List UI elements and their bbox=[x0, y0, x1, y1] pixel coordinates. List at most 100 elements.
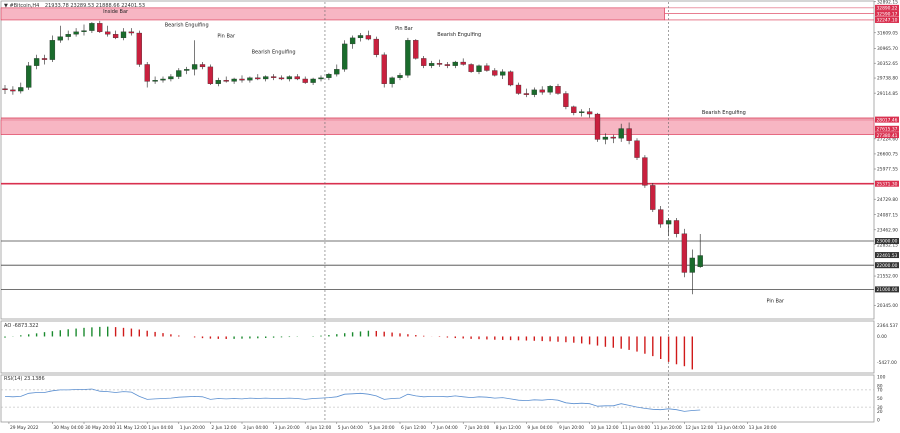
rsi-tick-label: 80 bbox=[877, 383, 883, 389]
candle bbox=[610, 134, 616, 144]
bearish-candle-body bbox=[515, 84, 522, 94]
price-tag-label: 27615.37 bbox=[877, 127, 898, 133]
candle bbox=[302, 76, 308, 84]
time-tick-label: 6 Jun 12:00 bbox=[401, 425, 426, 431]
bearish-candle-body bbox=[278, 77, 285, 80]
ao-panel-frame bbox=[0, 320, 875, 374]
bearish-candle-body bbox=[421, 58, 427, 66]
ao-panel[interactable]: 2364.537 0.00 -5427.00 AO -6873.322 bbox=[0, 320, 898, 374]
candle bbox=[255, 74, 261, 81]
ao-axis: 2364.537 0.00 -5427.00 bbox=[877, 323, 898, 366]
price-tag-label: 32890.22 bbox=[877, 6, 898, 12]
bullish-candle-body bbox=[247, 77, 253, 81]
bearish-candle-body bbox=[460, 61, 466, 65]
chart-header: ▼ #Bitcoin,H4 21933.78 23289.53 21888.66… bbox=[4, 3, 145, 9]
time-tick-label: 30 May 04:00 bbox=[53, 425, 83, 431]
candle bbox=[199, 62, 206, 70]
price-tick-label: 20345.00 bbox=[877, 303, 898, 309]
time-tick-label: 5 Jun 20:00 bbox=[369, 425, 394, 431]
candle bbox=[500, 69, 506, 79]
rsi-levels bbox=[1, 389, 874, 408]
resistance-zone bbox=[0, 7, 665, 21]
candle bbox=[444, 62, 451, 69]
candle bbox=[278, 75, 285, 81]
price-tag-box bbox=[875, 10, 899, 17]
candle bbox=[452, 60, 458, 69]
bullish-candle-body bbox=[176, 70, 182, 77]
bearish-candle-body bbox=[2, 88, 8, 91]
time-tick-label: 7 Jun 20:00 bbox=[464, 425, 489, 431]
candle bbox=[73, 28, 79, 37]
candle bbox=[112, 30, 119, 40]
candle bbox=[586, 108, 593, 118]
bullish-candle-body bbox=[26, 65, 32, 88]
bearish-candle-body bbox=[626, 128, 632, 141]
candle bbox=[484, 63, 490, 72]
price-tag-label: 28017.46 bbox=[877, 117, 898, 123]
menu-triangle-icon[interactable]: ▼ bbox=[4, 3, 9, 9]
candle bbox=[160, 76, 166, 83]
ohlc-readout: 21933.78 23289.53 21888.66 22401.53 bbox=[45, 3, 145, 9]
pattern-label: Pin Bar bbox=[395, 26, 414, 32]
price-tag-box bbox=[875, 262, 899, 269]
candle bbox=[286, 75, 293, 82]
resistance-zone bbox=[0, 119, 875, 135]
candle bbox=[57, 25, 63, 43]
candle bbox=[365, 30, 372, 41]
time-tick-label: 8 Jun 12:00 bbox=[496, 425, 521, 431]
time-tick-label: 1 Jun 20:00 bbox=[180, 425, 205, 431]
bearish-candle-body bbox=[381, 54, 387, 84]
pattern-label: Bearish Engulfing bbox=[437, 32, 481, 38]
time-tick-label: 3 Jun 04:00 bbox=[243, 425, 268, 431]
bearish-candle-body bbox=[555, 86, 561, 94]
bearish-candle-body bbox=[270, 76, 277, 78]
candle bbox=[642, 155, 648, 188]
bearish-candle-body bbox=[492, 70, 498, 76]
price-tag-box bbox=[875, 252, 899, 259]
bullish-candle-body bbox=[602, 136, 609, 140]
bearish-candle-body bbox=[650, 185, 656, 210]
candle bbox=[689, 249, 695, 295]
candle bbox=[2, 85, 8, 94]
candle bbox=[239, 75, 245, 83]
bullish-candle-body bbox=[18, 87, 24, 92]
rsi-tick-label: 20 bbox=[877, 409, 883, 415]
bearish-candle-body bbox=[223, 80, 229, 82]
candle bbox=[184, 66, 190, 75]
price-tick-label: 23462.90 bbox=[877, 228, 898, 234]
candle bbox=[105, 25, 111, 37]
bearish-candle-body bbox=[112, 34, 119, 39]
time-tick-label: 1 Jun 04:00 bbox=[148, 425, 173, 431]
candle bbox=[673, 218, 680, 238]
candle bbox=[547, 85, 553, 95]
candle bbox=[215, 77, 221, 87]
bearish-candle-body bbox=[136, 32, 142, 65]
candle bbox=[81, 24, 87, 36]
candle bbox=[49, 35, 56, 63]
candle bbox=[136, 30, 142, 67]
price-panel[interactable]: Inside Bar Bearish Engulfing Pin Bar Bearis… bbox=[0, 0, 899, 420]
bearish-candle-body bbox=[586, 111, 593, 115]
price-tag-box bbox=[875, 125, 899, 132]
candle bbox=[263, 75, 269, 82]
bearish-candle-body bbox=[444, 64, 451, 66]
price-tag-box bbox=[875, 286, 899, 293]
candle bbox=[65, 30, 71, 41]
candle bbox=[531, 87, 537, 98]
price-tick-label: 21552.00 bbox=[877, 274, 898, 280]
pattern-label: Pin Bar bbox=[766, 299, 785, 305]
candle bbox=[507, 70, 514, 87]
bearish-candle-body bbox=[41, 58, 48, 60]
candle bbox=[152, 76, 158, 84]
candle bbox=[405, 37, 411, 78]
ao-tick-label: 0.00 bbox=[877, 334, 887, 340]
rsi-tick-label: 30 bbox=[877, 405, 883, 411]
bearish-candle-body bbox=[571, 106, 577, 113]
bullish-candle-body bbox=[215, 80, 221, 84]
candle bbox=[10, 86, 16, 95]
candle bbox=[26, 62, 32, 90]
candle bbox=[658, 205, 664, 228]
